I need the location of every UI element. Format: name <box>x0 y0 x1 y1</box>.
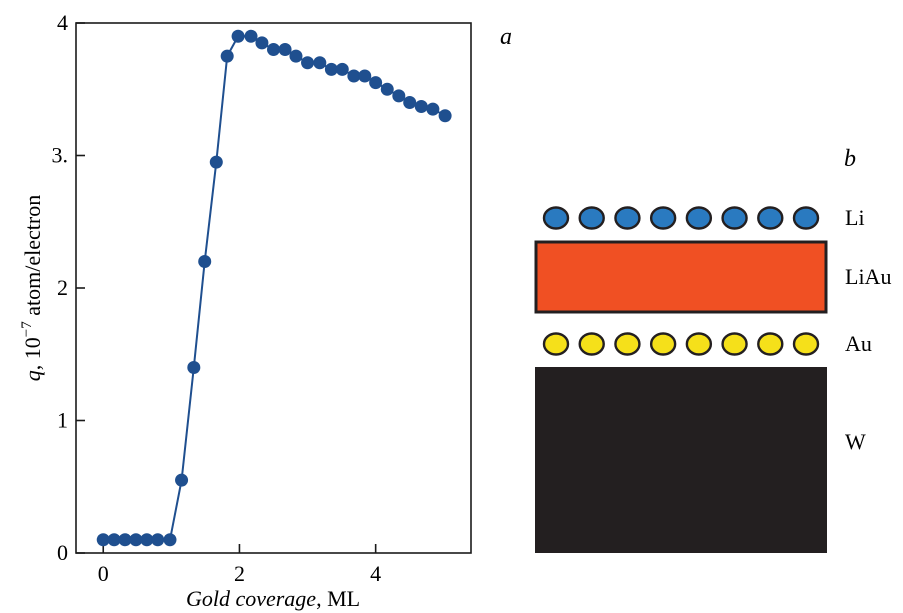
data-point <box>313 56 327 70</box>
li-atom <box>792 206 820 230</box>
data-point <box>198 255 212 268</box>
y-tick-label: 1 <box>57 408 68 433</box>
layer-label-liau: LiAu <box>845 264 891 289</box>
au-atom <box>721 332 748 356</box>
data-point <box>335 62 349 76</box>
data-point <box>209 155 223 169</box>
data-point <box>403 96 417 109</box>
au-atom <box>578 332 605 356</box>
layer-label-au: Au <box>845 331 872 356</box>
au-atom <box>542 332 570 356</box>
layer-label-li: Li <box>845 205 865 230</box>
x-tick-label: 2 <box>234 561 245 586</box>
data-point <box>369 76 383 90</box>
layer-label-w: W <box>845 429 866 454</box>
data-point <box>244 29 258 43</box>
li-atom <box>649 206 677 230</box>
au-atom <box>792 332 820 356</box>
data-point <box>255 36 269 50</box>
y-tick-label: 0 <box>57 540 68 565</box>
liau-layer <box>534 240 828 314</box>
schematic-panel-b: b Li LiAu Au W <box>534 146 891 553</box>
data-series <box>96 29 452 547</box>
data-point <box>151 533 165 547</box>
w-substrate <box>535 367 827 553</box>
li-atom-row <box>542 206 820 230</box>
data-point <box>278 43 292 56</box>
data-point <box>414 99 428 113</box>
panel-label-a: a <box>500 24 512 50</box>
au-atom <box>614 332 641 356</box>
li-atom <box>578 206 605 230</box>
data-point <box>107 533 121 547</box>
li-atom <box>542 206 570 230</box>
au-atom <box>757 332 784 356</box>
li-atom <box>614 206 641 230</box>
data-point <box>163 533 177 547</box>
panel-label-b: b <box>844 146 856 172</box>
li-atom <box>721 206 748 230</box>
au-atom-row <box>542 332 820 356</box>
x-tick-label: 4 <box>370 561 381 586</box>
chart-panel-a: 0 1 2 3. 4 0 2 4 a q, 10−7 atom/electron Gold … <box>19 10 512 611</box>
data-point <box>358 69 372 83</box>
y-tick-label: 4 <box>57 10 68 35</box>
x-axis-ticks: 0 2 4 <box>98 544 381 586</box>
data-point <box>231 29 245 43</box>
data-point <box>426 102 440 116</box>
au-atom <box>649 332 677 356</box>
li-atom <box>685 206 713 230</box>
y-axis-ticks: 0 1 2 3. 4 <box>52 10 85 565</box>
y-axis-label: q, 10−7 atom/electron <box>19 195 45 381</box>
data-point <box>380 82 394 96</box>
data-point <box>187 361 201 374</box>
data-point <box>175 473 189 487</box>
data-point <box>140 533 154 547</box>
data-point <box>438 109 452 123</box>
series-line <box>103 35 446 541</box>
au-atom <box>685 332 713 356</box>
data-point <box>96 533 110 547</box>
data-point <box>129 533 143 547</box>
data-point <box>347 69 361 83</box>
x-tick-label: 0 <box>98 561 109 586</box>
data-point <box>220 49 234 63</box>
data-point <box>267 43 280 56</box>
y-tick-label: 3. <box>52 143 69 168</box>
li-atom <box>757 206 784 230</box>
data-point <box>118 533 132 547</box>
data-point <box>324 62 338 76</box>
x-axis-label: Gold coverage, ML <box>186 586 360 611</box>
data-point <box>392 89 406 103</box>
data-point <box>289 49 303 63</box>
y-tick-label: 2 <box>57 275 68 300</box>
data-point <box>301 56 315 70</box>
